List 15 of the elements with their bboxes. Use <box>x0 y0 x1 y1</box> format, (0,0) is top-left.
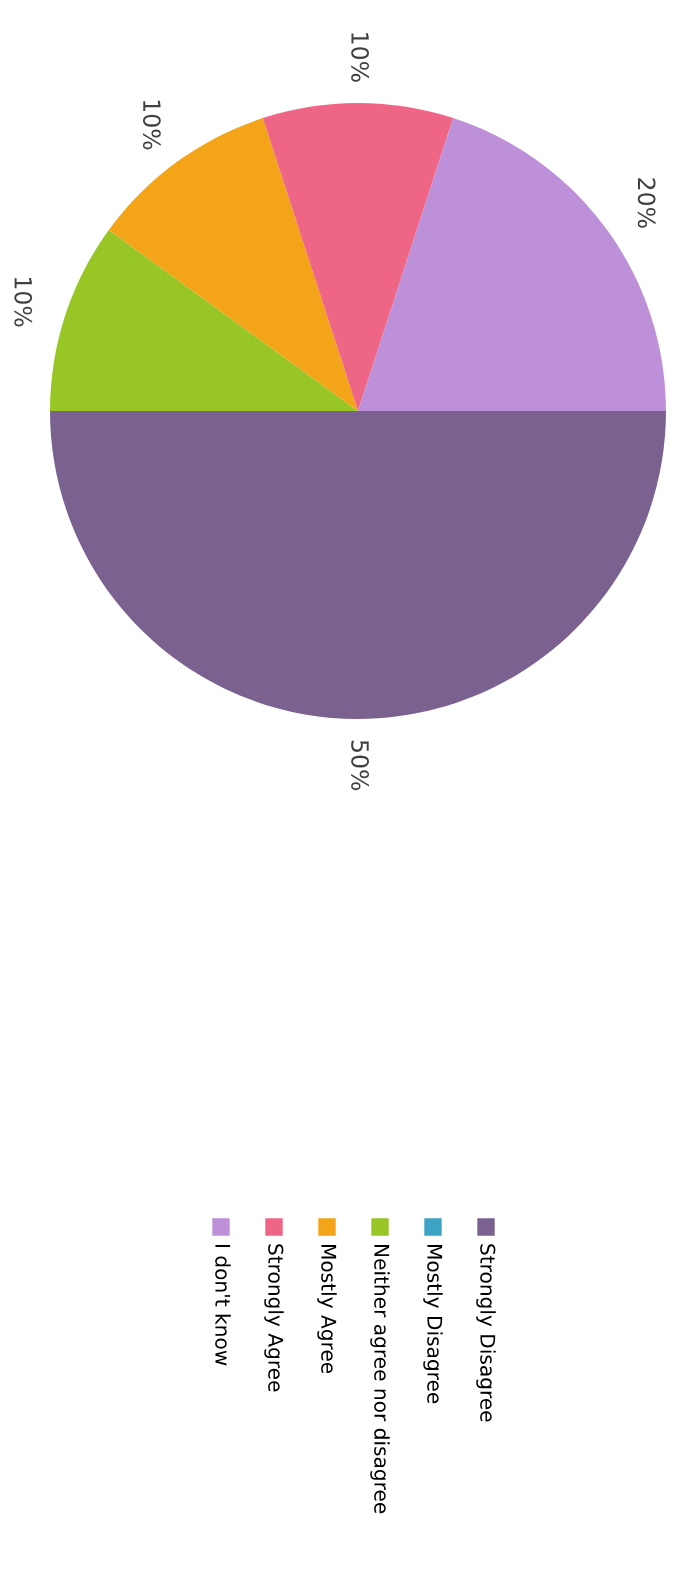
data-label: 50% <box>351 740 370 791</box>
data-label: 10% <box>142 100 161 150</box>
legend-label: Strongly Agree <box>264 1244 284 1392</box>
legend-label: Strongly Disagree <box>476 1244 496 1422</box>
legend-label: I don't know <box>215 1244 231 1366</box>
pie-slice <box>50 411 666 719</box>
legend-label: Neither agree nor disagree <box>370 1244 390 1514</box>
legend-label: Mostly Disagree <box>423 1244 443 1404</box>
pie-slice <box>262 103 454 411</box>
legend-label: Mostly Agree <box>317 1244 337 1374</box>
data-label: 20% <box>637 178 656 228</box>
data-label: 10% <box>14 277 33 327</box>
data-label: 10% <box>351 33 370 82</box>
pie-slice <box>358 118 666 411</box>
pie-slice <box>50 229 358 411</box>
